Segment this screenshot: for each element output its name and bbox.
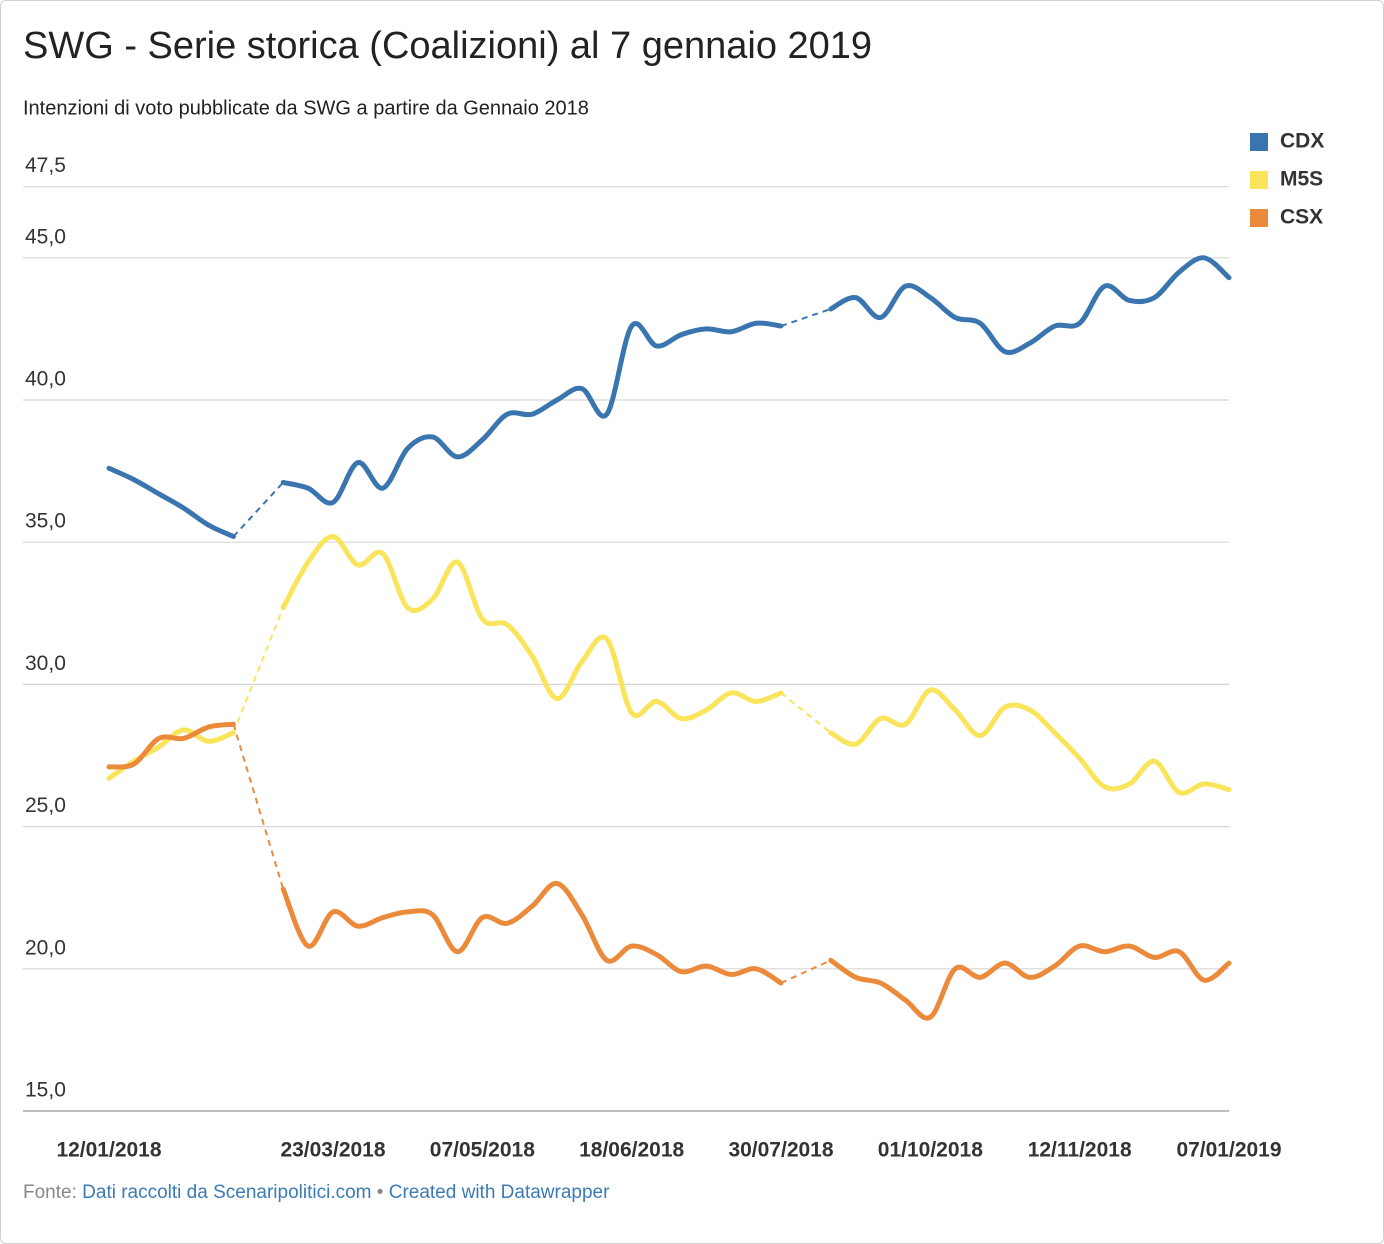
- series-line: [106, 255, 1232, 540]
- x-tick-label: 18/06/2018: [579, 1139, 684, 1162]
- legend-label: CSX: [1280, 206, 1323, 229]
- y-tick-label: 30,0: [25, 652, 66, 675]
- source-credit[interactable]: Created with Datawrapper: [389, 1182, 610, 1203]
- y-tick-label: 40,0: [25, 368, 66, 391]
- y-tick-label: 20,0: [25, 936, 66, 959]
- source-line: Fonte: Dati raccolti da Scenaripolitici.…: [23, 1182, 610, 1203]
- chart-title: SWG - Serie storica (Coalizioni) al 7 ge…: [23, 25, 872, 67]
- y-tick-label: 15,0: [25, 1079, 66, 1102]
- series-line: [106, 534, 1232, 796]
- gap-connector: [780, 692, 832, 734]
- chart-subtitle: Intenzioni di voto pubblicate da SWG a p…: [23, 97, 589, 119]
- source-separator: •: [377, 1182, 384, 1203]
- gap-connector: [232, 607, 285, 734]
- series-line: [106, 721, 1232, 1021]
- y-tick-label: 25,0: [25, 794, 66, 817]
- legend-swatch: [1250, 209, 1268, 227]
- gap-connector: [780, 308, 832, 328]
- x-tick-label: 01/10/2018: [878, 1139, 983, 1162]
- legend-label: M5S: [1280, 168, 1323, 191]
- legend-swatch: [1250, 133, 1268, 151]
- y-tick-label: 35,0: [25, 510, 66, 533]
- source-label: Fonte:: [23, 1182, 77, 1203]
- x-tick-label: 07/01/2019: [1176, 1139, 1281, 1162]
- legend-swatch: [1250, 171, 1268, 189]
- x-tick-label: 12/11/2018: [1028, 1139, 1132, 1162]
- gap-connector: [232, 723, 285, 890]
- x-tick-label: 23/03/2018: [280, 1139, 385, 1162]
- gap-connector: [232, 481, 284, 538]
- x-tick-label: 30/07/2018: [728, 1139, 833, 1162]
- source-text[interactable]: Dati raccolti da Scenaripolitici.com: [82, 1182, 371, 1203]
- x-tick-label: 12/01/2018: [56, 1139, 161, 1162]
- x-tick-label: 07/05/2018: [430, 1139, 535, 1162]
- gap-connector: [780, 959, 832, 984]
- legend-label: CDX: [1280, 130, 1324, 153]
- y-tick-label: 45,0: [25, 225, 66, 248]
- y-tick-label: 47,5: [25, 154, 66, 177]
